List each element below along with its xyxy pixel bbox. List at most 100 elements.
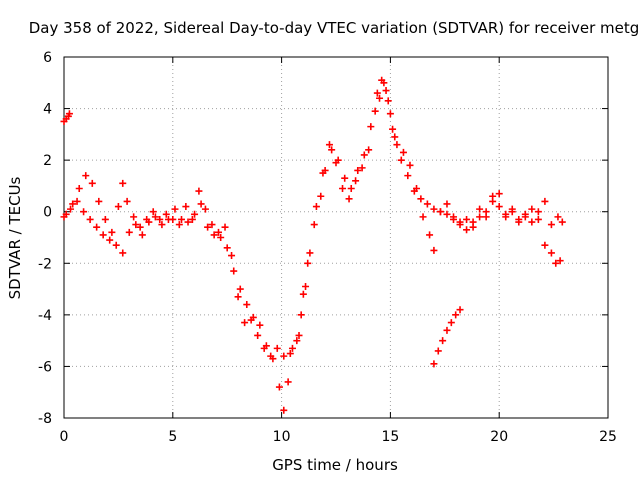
y-tick-label: 2	[43, 153, 52, 169]
data-point	[541, 241, 549, 249]
data-point	[101, 215, 109, 223]
data-point	[443, 326, 451, 334]
data-point	[151, 213, 159, 221]
data-point	[304, 259, 312, 267]
data-point	[217, 234, 225, 241]
y-tick-label: -8	[38, 411, 52, 427]
data-point	[447, 319, 455, 327]
data-point	[413, 185, 421, 193]
data-point	[469, 223, 477, 231]
data-point	[376, 94, 384, 102]
data-point	[406, 161, 414, 169]
data-point	[354, 166, 362, 174]
data-point	[88, 179, 96, 187]
data-point	[86, 215, 94, 223]
data-point	[373, 89, 381, 97]
data-point	[528, 218, 536, 226]
data-point	[191, 210, 199, 218]
data-point	[443, 210, 451, 218]
data-point	[495, 190, 503, 198]
data-point	[254, 331, 262, 339]
data-point	[386, 110, 394, 118]
data-point	[404, 172, 412, 180]
data-point	[175, 221, 183, 229]
plot-frame	[63, 56, 609, 419]
data-point	[223, 244, 231, 252]
data-point	[214, 228, 222, 236]
data-point	[93, 223, 101, 231]
data-point	[204, 223, 212, 231]
data-point	[352, 177, 360, 185]
data-point	[521, 210, 529, 218]
data-point	[345, 195, 353, 203]
data-point	[393, 141, 401, 149]
data-point	[436, 208, 444, 216]
data-point	[67, 205, 75, 213]
data-point	[419, 213, 427, 221]
data-point	[450, 213, 458, 221]
data-point	[247, 316, 255, 324]
data-point	[156, 215, 164, 223]
data-point	[319, 169, 327, 177]
data-point	[125, 228, 133, 236]
data-point	[106, 236, 114, 244]
data-point	[178, 215, 186, 223]
x-tick-label: 5	[168, 429, 177, 445]
data-point	[382, 87, 390, 95]
data-point	[515, 218, 523, 226]
data-point	[306, 249, 314, 257]
data-point	[136, 223, 144, 231]
data-point	[260, 344, 268, 352]
data-point	[339, 185, 347, 193]
data-point	[230, 267, 238, 275]
series-main-trace-a	[60, 76, 566, 414]
data-point	[391, 133, 399, 141]
data-point	[99, 231, 107, 239]
data-point	[143, 215, 151, 223]
data-point	[297, 311, 305, 319]
data-point	[138, 231, 146, 239]
x-tick-label: 10	[273, 429, 291, 445]
data-point	[554, 213, 562, 221]
data-point	[73, 197, 81, 205]
data-point	[360, 151, 368, 159]
data-point	[463, 226, 471, 234]
data-point	[397, 156, 405, 164]
x-tick-label: 25	[599, 429, 617, 445]
data-point	[389, 125, 397, 133]
data-point	[476, 205, 484, 213]
data-point	[456, 218, 464, 226]
series-start-segment	[60, 110, 73, 125]
y-tick-label: -2	[38, 256, 52, 272]
data-point	[547, 221, 555, 229]
data-point	[547, 249, 555, 257]
y-tick-label: 0	[43, 205, 52, 221]
data-point	[114, 203, 122, 211]
data-point	[241, 319, 249, 327]
data-point	[284, 378, 292, 386]
data-point	[184, 218, 192, 226]
data-point	[341, 174, 349, 182]
x-tick-label: 20	[490, 429, 508, 445]
grid	[64, 57, 608, 418]
data-point	[325, 141, 333, 149]
data-point	[302, 282, 310, 290]
data-point	[286, 350, 294, 358]
chart-title: Day 358 of 2022, Sidereal Day-to-day VTE…	[29, 19, 640, 37]
data-point	[280, 352, 288, 360]
y-tick-label: 6	[43, 50, 52, 66]
data-point	[476, 213, 484, 221]
data-point	[65, 110, 73, 118]
data-point	[228, 252, 236, 260]
data-point	[256, 321, 264, 329]
data-point	[130, 213, 138, 221]
data-point	[267, 352, 275, 360]
data-point	[332, 159, 340, 167]
data-point	[328, 146, 336, 154]
data-point	[158, 221, 166, 229]
data-point	[208, 221, 216, 229]
data-point	[430, 246, 438, 254]
data-point	[221, 223, 229, 231]
data-point	[502, 213, 510, 221]
y-tick-label: -4	[38, 308, 52, 324]
